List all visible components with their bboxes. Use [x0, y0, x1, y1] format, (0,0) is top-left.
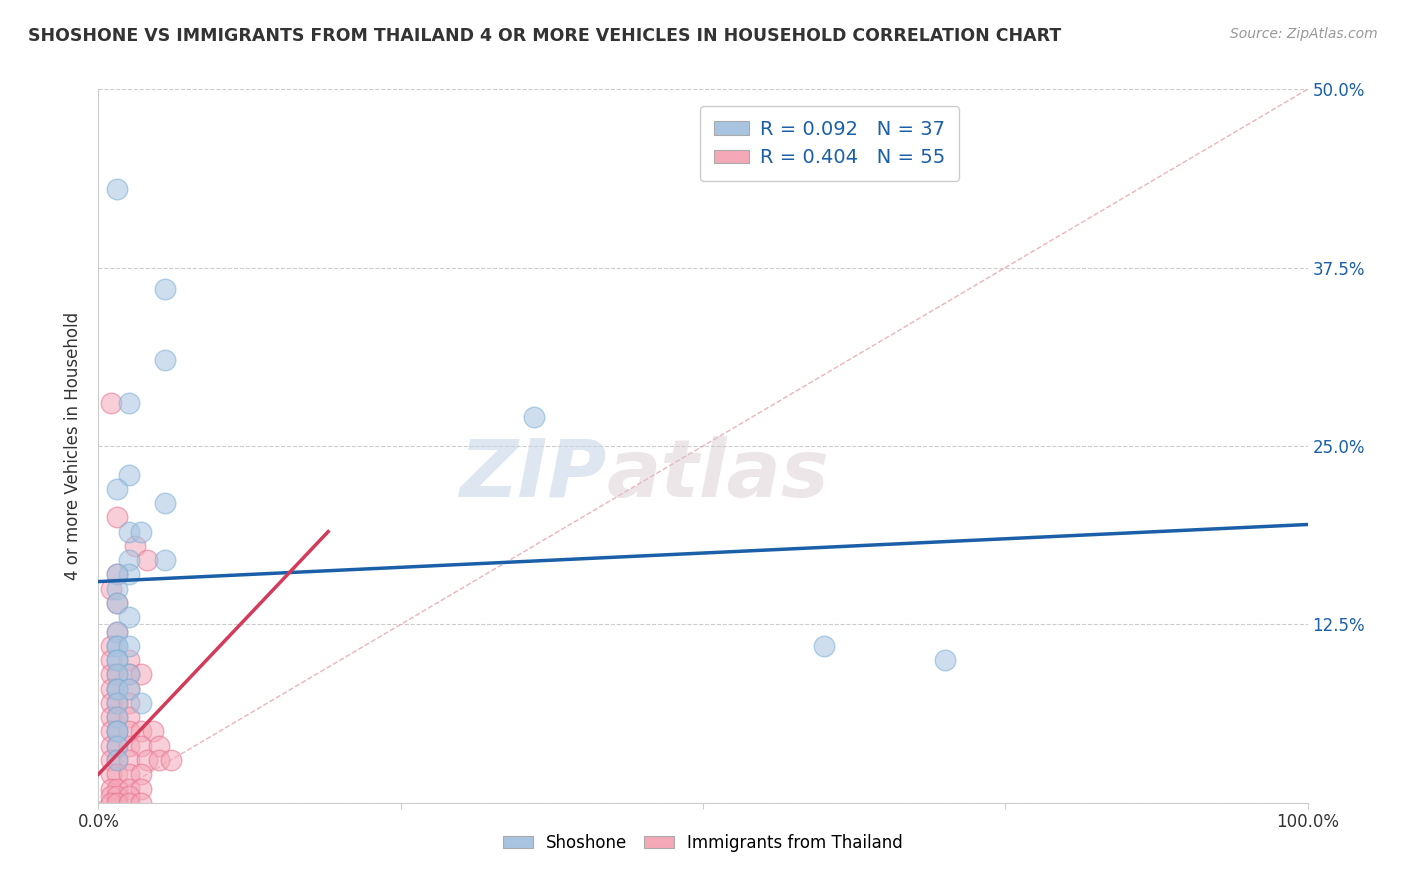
Point — [105, 639, 128, 653]
Point — [118, 467, 141, 482]
Point — [105, 739, 128, 753]
Point — [118, 781, 141, 796]
Point — [105, 696, 128, 710]
Point — [100, 667, 122, 681]
Point — [129, 796, 152, 810]
Point — [118, 553, 141, 567]
Point — [105, 639, 128, 653]
Point — [105, 681, 128, 696]
Point — [105, 681, 128, 696]
Point — [118, 796, 141, 810]
Point — [100, 789, 122, 803]
Point — [105, 767, 128, 781]
Point — [105, 739, 128, 753]
Point — [118, 653, 141, 667]
Point — [100, 796, 122, 810]
Point — [105, 724, 128, 739]
Point — [100, 724, 122, 739]
Point — [100, 781, 122, 796]
Text: ZIP: ZIP — [458, 435, 606, 514]
Text: SHOSHONE VS IMMIGRANTS FROM THAILAND 4 OR MORE VEHICLES IN HOUSEHOLD CORRELATION: SHOSHONE VS IMMIGRANTS FROM THAILAND 4 O… — [28, 27, 1062, 45]
Legend: Shoshone, Immigrants from Thailand: Shoshone, Immigrants from Thailand — [496, 828, 910, 859]
Point — [118, 753, 141, 767]
Point — [105, 624, 128, 639]
Point — [142, 724, 165, 739]
Point — [118, 396, 141, 410]
Point — [100, 653, 122, 667]
Point — [105, 667, 128, 681]
Point — [118, 724, 141, 739]
Point — [105, 182, 128, 196]
Point — [118, 667, 141, 681]
Point — [105, 753, 128, 767]
Point — [129, 667, 152, 681]
Point — [118, 696, 141, 710]
Point — [100, 396, 122, 410]
Text: Source: ZipAtlas.com: Source: ZipAtlas.com — [1230, 27, 1378, 41]
Point — [118, 789, 141, 803]
Point — [153, 553, 176, 567]
Point — [129, 739, 152, 753]
Y-axis label: 4 or more Vehicles in Household: 4 or more Vehicles in Household — [65, 312, 83, 580]
Point — [105, 796, 128, 810]
Point — [100, 710, 122, 724]
Point — [118, 567, 141, 582]
Point — [118, 681, 141, 696]
Point — [105, 696, 128, 710]
Point — [129, 724, 152, 739]
Point — [129, 696, 152, 710]
Point — [105, 781, 128, 796]
Point — [813, 639, 835, 653]
Text: atlas: atlas — [606, 435, 830, 514]
Point — [934, 653, 956, 667]
Point — [129, 524, 152, 539]
Point — [129, 767, 152, 781]
Point — [129, 781, 152, 796]
Point — [105, 653, 128, 667]
Point — [118, 667, 141, 681]
Point — [105, 582, 128, 596]
Point — [105, 624, 128, 639]
Point — [100, 696, 122, 710]
Point — [153, 496, 176, 510]
Point — [135, 753, 157, 767]
Point — [118, 710, 141, 724]
Point — [105, 710, 128, 724]
Point — [523, 410, 546, 425]
Point — [105, 596, 128, 610]
Point — [118, 767, 141, 781]
Point — [118, 610, 141, 624]
Point — [153, 353, 176, 368]
Point — [100, 767, 122, 781]
Point — [105, 724, 128, 739]
Point — [105, 653, 128, 667]
Point — [105, 567, 128, 582]
Point — [105, 789, 128, 803]
Point — [124, 539, 146, 553]
Point — [105, 681, 128, 696]
Point — [118, 681, 141, 696]
Point — [105, 724, 128, 739]
Point — [135, 553, 157, 567]
Point — [105, 510, 128, 524]
Point — [100, 753, 122, 767]
Point — [118, 739, 141, 753]
Point — [100, 681, 122, 696]
Point — [148, 753, 170, 767]
Point — [105, 596, 128, 610]
Point — [118, 639, 141, 653]
Point — [105, 567, 128, 582]
Point — [153, 282, 176, 296]
Point — [105, 753, 128, 767]
Point — [118, 524, 141, 539]
Point — [105, 710, 128, 724]
Point — [100, 639, 122, 653]
Point — [148, 739, 170, 753]
Point — [100, 739, 122, 753]
Point — [100, 582, 122, 596]
Point — [105, 482, 128, 496]
Point — [160, 753, 183, 767]
Point — [105, 667, 128, 681]
